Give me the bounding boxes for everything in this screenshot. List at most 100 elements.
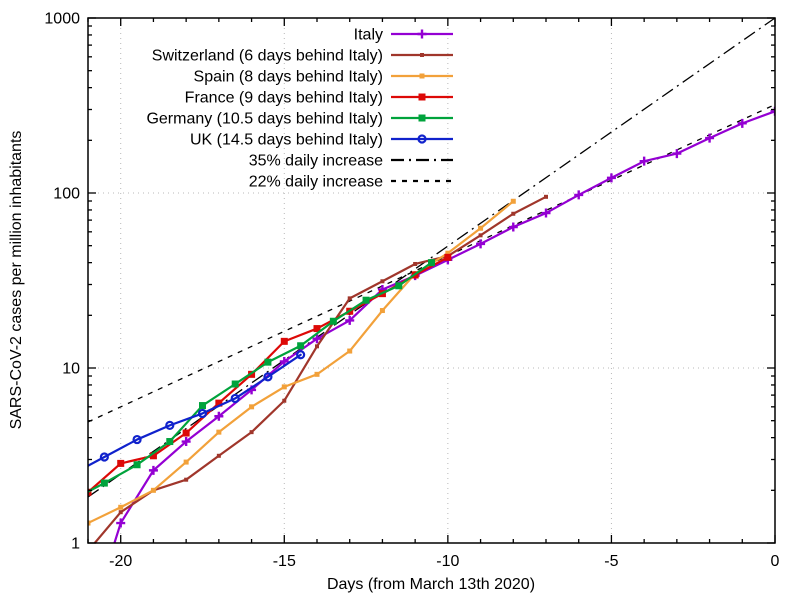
- legend-item: 22% daily increase: [249, 174, 453, 191]
- legend-item: Spain (8 days behind Italy): [194, 69, 453, 86]
- marker-square: [249, 404, 255, 410]
- marker-square: [420, 53, 424, 57]
- series-germany: [68, 259, 435, 504]
- marker-square: [313, 325, 321, 333]
- legend-item-label: 22% daily increase: [249, 174, 383, 191]
- legend-item-label: Italy: [354, 27, 383, 44]
- marker-square: [511, 211, 516, 216]
- legend-item-label: Germany (10.5 days behind Italy): [146, 111, 383, 128]
- marker-square: [478, 225, 484, 231]
- marker-square: [100, 479, 108, 487]
- marker-plus: [737, 118, 747, 128]
- marker-square: [166, 438, 174, 446]
- marker-square: [380, 279, 385, 284]
- marker-plus: [148, 465, 158, 475]
- marker-plus: [705, 133, 715, 143]
- marker-square: [118, 504, 124, 510]
- data-series: [68, 106, 775, 553]
- marker-square: [418, 114, 426, 122]
- legend-item: UK (14.5 days behind Italy): [190, 132, 453, 149]
- marker-square: [362, 296, 370, 304]
- marker-circle: [230, 393, 240, 404]
- marker-square: [86, 549, 90, 553]
- series-line-uk: [88, 353, 302, 468]
- marker-square: [315, 344, 319, 349]
- marker-square: [133, 461, 141, 469]
- series-uk: [68, 350, 306, 478]
- marker-square: [282, 398, 287, 403]
- marker-square: [418, 93, 426, 101]
- series-spain: [88, 198, 516, 526]
- series-line-spain: [88, 200, 515, 525]
- y-tick-label: 100: [53, 186, 80, 203]
- marker-circle: [99, 452, 109, 462]
- marker-plus: [606, 173, 616, 183]
- marker-square: [379, 308, 385, 314]
- legend-item: Switzerland (6 days behind Italy): [152, 48, 453, 65]
- marker-plus: [116, 518, 126, 528]
- legend-item: France (9 days behind Italy): [185, 90, 453, 107]
- marker-plus: [541, 208, 551, 218]
- marker-plus: [214, 411, 224, 421]
- legend-item: Italy: [354, 27, 453, 44]
- marker-plus: [181, 437, 191, 447]
- marker-square: [215, 399, 223, 407]
- marker-circle: [132, 434, 142, 445]
- marker-plus: [345, 315, 355, 325]
- marker-square: [231, 380, 239, 388]
- legend-item-label: France (9 days behind Italy): [185, 90, 383, 107]
- marker-square: [264, 358, 272, 366]
- x-axis-title: Days (from March 13th 2020): [327, 576, 535, 593]
- marker-square: [199, 402, 206, 410]
- marker-square: [445, 250, 451, 256]
- y-tick-label: 10: [62, 361, 80, 378]
- legend-item: Germany (10.5 days behind Italy): [146, 111, 453, 128]
- marker-square: [183, 459, 189, 465]
- marker-circle: [417, 134, 427, 144]
- y-tick-label: 1: [71, 536, 80, 553]
- x-tick-label: -5: [604, 553, 618, 570]
- marker-square: [280, 337, 288, 345]
- marker-square: [544, 194, 548, 199]
- legend-item-label: 35% daily increase: [249, 153, 383, 170]
- series-italy: [113, 106, 775, 543]
- marker-plus: [770, 106, 775, 116]
- marker-square: [88, 488, 92, 496]
- marker-square: [281, 384, 287, 390]
- marker-circle: [68, 471, 75, 478]
- marker-square: [117, 459, 125, 467]
- marker-plus: [672, 149, 682, 159]
- marker-square: [216, 453, 221, 458]
- marker-square: [149, 452, 157, 460]
- x-tick-label: -10: [436, 553, 459, 570]
- marker-circle: [263, 372, 273, 382]
- legend-item-label: Spain (8 days behind Italy): [194, 69, 383, 86]
- plot-border: [87, 17, 776, 544]
- marker-square: [510, 198, 516, 204]
- marker-square: [118, 510, 123, 515]
- axes: -20 -15 -10 -5 0 1 10 100 1000: [44, 11, 779, 571]
- marker-square: [297, 342, 305, 350]
- marker-plus: [639, 156, 649, 166]
- x-tick-label: -15: [273, 553, 296, 570]
- marker-square: [428, 259, 435, 267]
- marker-plus: [574, 190, 584, 200]
- marker-circle: [296, 350, 306, 360]
- marker-square: [68, 497, 75, 504]
- marker-square: [150, 487, 156, 493]
- refline-35pct: [88, 18, 775, 498]
- marker-plus: [279, 356, 289, 366]
- legend-item-label: UK (14.5 days behind Italy): [190, 132, 383, 149]
- marker-square: [314, 371, 320, 377]
- marker-square: [329, 317, 337, 325]
- legend-item-label: Switzerland (6 days behind Italy): [152, 48, 383, 65]
- x-tick-label: -20: [109, 553, 132, 570]
- marker-square: [249, 430, 254, 435]
- marker-square: [347, 296, 352, 301]
- y-axis-title: SARS-CoV-2 cases per million inhabitants: [8, 131, 25, 430]
- marker-square: [88, 520, 91, 526]
- marker-square: [478, 233, 483, 238]
- legend: Italy Switzerland (6 days behind Italy) Sp…: [146, 27, 453, 191]
